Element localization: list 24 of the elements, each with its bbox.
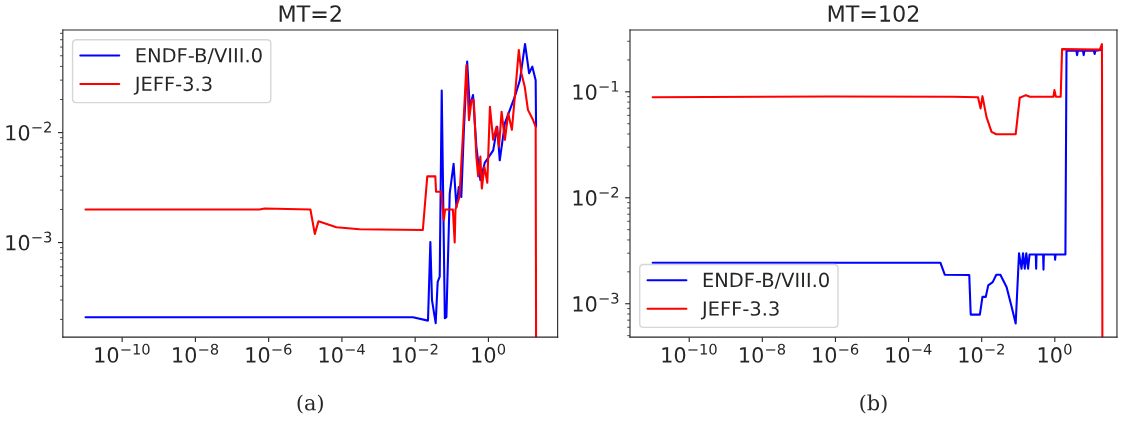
x-tick-label: 10$^{−2}$ — [959, 343, 1004, 363]
legend-label: ENDF-B/VIII.0 — [136, 47, 262, 65]
y-tick-label: 10$^{−3}$ — [6, 231, 52, 251]
x-tick-label: 10$^{−6}$ — [813, 343, 859, 363]
legend-label: JEFF-3.3 — [700, 301, 779, 320]
x-tick-label: 10$^{−8}$ — [173, 343, 219, 363]
x-tick-label: 10$^{−10}$ — [662, 343, 717, 363]
x-tick-label: 10$^{0}$ — [472, 343, 506, 363]
text: (b) — [860, 394, 887, 414]
x-tick-label: 10$^{−4}$ — [319, 343, 365, 363]
x-tick-label: 10$^{−4}$ — [886, 343, 932, 363]
legend-label: JEFF-3.3 — [133, 76, 212, 95]
x-tick-label: 10$^{−8}$ — [740, 343, 786, 363]
chart-title: MT=102 — [828, 5, 919, 23]
y-tick-label: 10$^{−2}$ — [573, 186, 619, 206]
x-tick-label: 10$^{0}$ — [1038, 343, 1072, 363]
y-tick-label: 10$^{−1}$ — [573, 80, 619, 100]
x-tick-label: 10$^{−6}$ — [246, 343, 292, 363]
legend-label: ENDF-B/VIII.0 — [703, 272, 829, 289]
y-tick-label: 10$^{−3}$ — [573, 292, 619, 312]
text: (a) — [297, 394, 323, 414]
x-tick-label: 10$^{−10}$ — [95, 343, 150, 363]
chart-title: MT=2 — [279, 5, 341, 22]
x-tick-label: 10$^{−2}$ — [392, 343, 438, 363]
